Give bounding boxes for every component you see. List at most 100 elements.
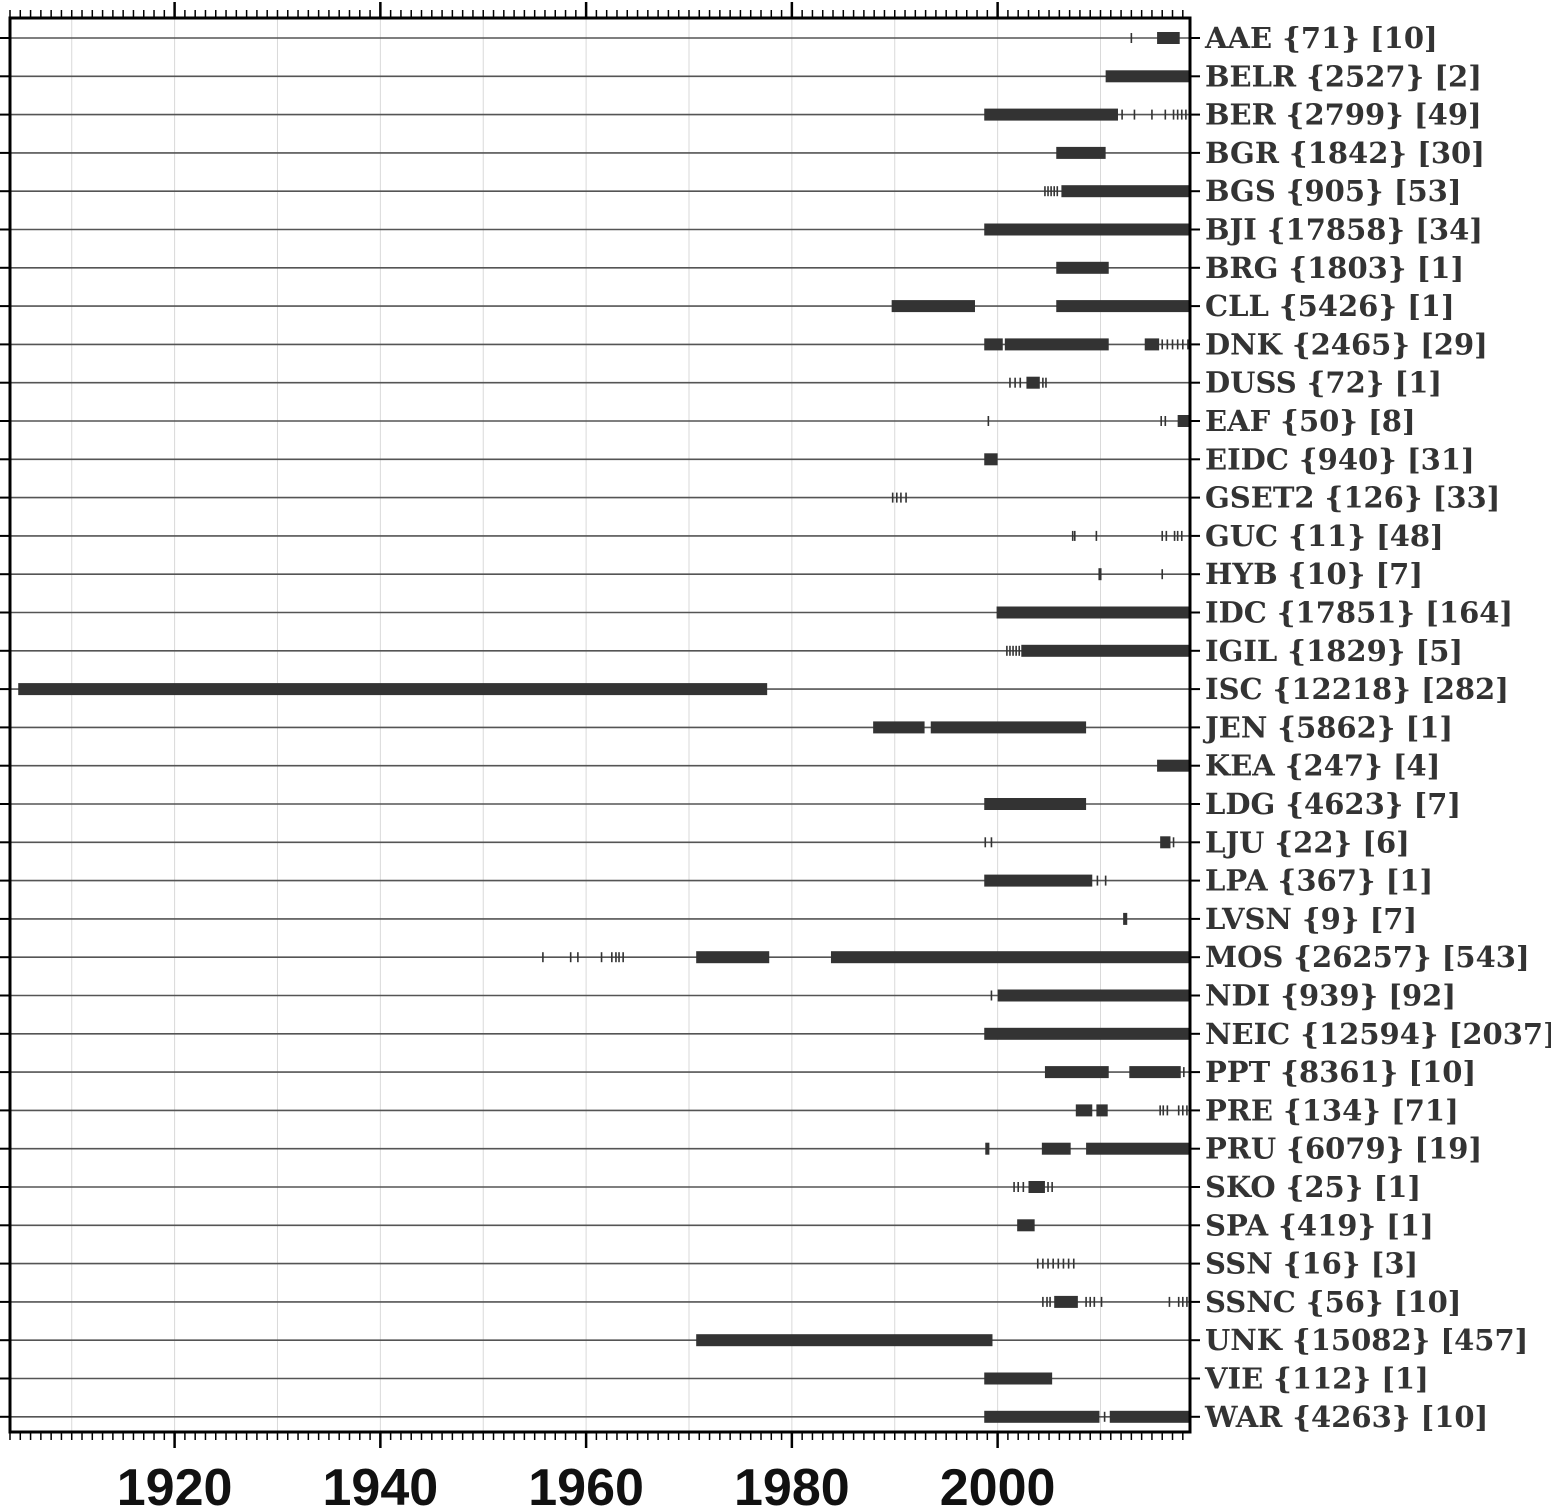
- row-label: HYB {10} [7]: [1205, 557, 1423, 591]
- activity-bar: [1041, 1142, 1071, 1155]
- activity-bar: [1096, 1104, 1108, 1117]
- activity-bar: [873, 721, 925, 734]
- activity-bar: [984, 798, 1087, 810]
- event-tick: [1180, 109, 1183, 120]
- activity-bar: [1028, 1181, 1045, 1193]
- event-tick: [1062, 1258, 1065, 1269]
- event-tick: [1161, 530, 1164, 541]
- activity-bar: [1157, 32, 1180, 44]
- event-tick: [1042, 1258, 1044, 1269]
- row-label: DUSS {72} [1]: [1205, 366, 1442, 400]
- row-label: IDC {17851} [164]: [1205, 596, 1513, 630]
- activity-bar: [891, 300, 975, 313]
- event-tick: [1186, 1296, 1188, 1307]
- x-tick-label: 1940: [323, 1459, 439, 1509]
- row-label: KEA {247} [4]: [1205, 749, 1440, 783]
- row-label: JEN {5862} [1]: [1202, 710, 1453, 744]
- row-label: GSET2 {126} [33]: [1205, 481, 1500, 515]
- row-label: PRU {6079} [19]: [1205, 1132, 1482, 1166]
- row-label: SSN {16} [3]: [1205, 1247, 1418, 1281]
- row-label: LDG {4623} [7]: [1205, 787, 1461, 821]
- row-label: BGR {1842} [30]: [1205, 136, 1485, 170]
- event-tick: [1183, 1067, 1185, 1078]
- activity-bar: [984, 1410, 1100, 1423]
- event-tick: [1187, 339, 1189, 350]
- x-tick-label: 2000: [940, 1459, 1056, 1509]
- activity-bar: [1177, 415, 1190, 427]
- event-tick: [1172, 837, 1175, 848]
- activity-bar: [1056, 146, 1106, 159]
- row-label: VIE {112} [1]: [1204, 1362, 1429, 1396]
- event-tick: [1006, 645, 1008, 656]
- event-tick: [1168, 1296, 1171, 1307]
- event-tick: [1042, 377, 1044, 388]
- event-tick: [1053, 186, 1056, 197]
- event-tick: [1047, 186, 1049, 197]
- event-tick: [1181, 1296, 1184, 1307]
- activity-bar: [1075, 1104, 1093, 1117]
- event-tick: [891, 492, 894, 503]
- event-tick: [1130, 33, 1133, 43]
- event-tick: [1164, 416, 1167, 426]
- activity-bar: [696, 1334, 993, 1347]
- event-tick: [1044, 186, 1046, 197]
- activity-bar: [984, 1372, 1053, 1385]
- event-tick: [1176, 109, 1179, 120]
- row-label: BELR {2527} [2]: [1205, 59, 1482, 93]
- event-tick: [1013, 1182, 1015, 1192]
- event-tick: [1165, 530, 1168, 541]
- event-tick: [1014, 377, 1016, 388]
- event-tick: [987, 416, 990, 426]
- event-tick: [1166, 1105, 1169, 1116]
- event-tick: [1056, 186, 1059, 197]
- x-tick-label: 1920: [117, 1459, 233, 1509]
- activity-bar: [984, 453, 998, 466]
- event-tick: [1018, 645, 1021, 656]
- event-tick: [1180, 530, 1183, 541]
- activity-bar: [984, 874, 1093, 887]
- row-label: ISC {12218} [282]: [1205, 672, 1509, 706]
- event-tick: [1015, 645, 1017, 656]
- event-tick: [990, 990, 993, 1001]
- event-tick: [600, 952, 603, 963]
- event-tick: [1093, 1296, 1096, 1307]
- event-tick: [615, 952, 617, 963]
- event-tick: [1012, 645, 1014, 656]
- activity-bar: [1144, 338, 1160, 351]
- row-label: LPA {367} [1]: [1205, 864, 1433, 898]
- event-tick: [1160, 416, 1162, 426]
- event-tick: [1057, 1258, 1060, 1269]
- event-tick: [1121, 109, 1123, 120]
- activity-bar: [1086, 1142, 1190, 1155]
- event-tick: [1095, 530, 1098, 541]
- event-tick: [1176, 339, 1179, 350]
- event-tick: [1009, 645, 1011, 656]
- event-tick: [1071, 530, 1074, 541]
- event-tick: [1045, 377, 1047, 388]
- activity-bar: [1004, 338, 1109, 351]
- activity-bar: [1123, 912, 1128, 925]
- activity-bar: [930, 721, 1087, 734]
- event-tick: [1052, 1258, 1054, 1269]
- event-tick: [1017, 1182, 1019, 1192]
- x-tick-label: 1960: [528, 1459, 644, 1509]
- activity-bar: [1056, 261, 1109, 274]
- activity-bar: [985, 1142, 990, 1155]
- event-tick: [569, 952, 572, 963]
- event-tick: [542, 952, 544, 963]
- row-label: PRE {134} [71]: [1205, 1093, 1459, 1127]
- event-tick: [1100, 1296, 1103, 1307]
- activity-bar: [1129, 1066, 1181, 1079]
- event-tick: [1185, 109, 1187, 120]
- activity-bar: [1054, 1295, 1078, 1308]
- row-label: MOS {26257} [543]: [1205, 940, 1530, 974]
- event-tick: [1103, 1411, 1106, 1422]
- event-tick: [1171, 339, 1174, 350]
- event-tick: [1181, 339, 1184, 350]
- row-label: DNK {2465} [29]: [1205, 327, 1488, 361]
- activity-bar: [984, 1027, 1190, 1040]
- activity-bar: [1017, 1219, 1035, 1232]
- event-tick: [900, 492, 902, 503]
- event-tick: [1049, 1296, 1051, 1307]
